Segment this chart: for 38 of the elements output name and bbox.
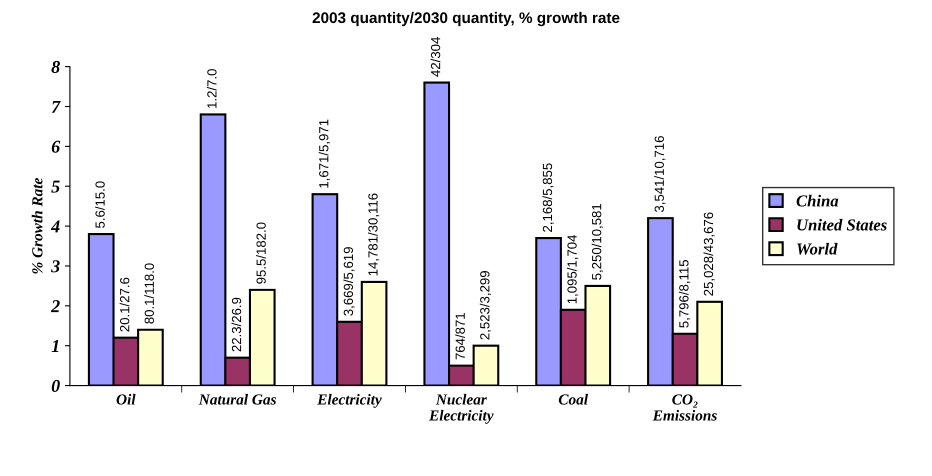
y-tick-label: 2 [50,300,60,312]
data-label: 1.2/7.0 [206,69,217,108]
y-tick-label: 3 [51,260,60,272]
data-label: 764/871 [455,313,465,360]
x-tick-label: Natural Gas [198,394,276,405]
y-tick-label: 1 [52,340,58,352]
x-tick-label: Nuclear Electricity [428,394,494,424]
y-tick-label: 4 [50,220,60,232]
data-label: 5,250/10,581 [592,204,603,280]
x-tick-label: Electricity [317,394,382,408]
x-tick-label: CO₂ Emissions [652,394,717,421]
data-label: 25,028/43,676 [703,212,715,296]
data-label: 1,671/5,971 [318,120,330,188]
data-label: 42/304 [430,37,440,77]
legend-label: United States [797,218,887,231]
data-label: 80.1/118.0 [144,263,154,324]
data-label: 2,168/5,855 [542,163,554,232]
y-tick-label: 6 [52,140,60,153]
data-label: 20.1/27.6 [120,278,130,332]
y-tick-label: 0 [52,380,60,392]
legend-label: China [796,194,838,207]
data-label: 3,669/5,619 [343,247,355,316]
data-label: 14,781/30,116 [368,194,380,276]
data-label: 95.5/182.0 [256,222,266,284]
y-axis-title: % Growth Rate [32,178,43,274]
y-tick-label: 5 [51,180,60,193]
data-label: 22.3/26.9 [232,298,242,352]
data-label: 5,796/8,115 [678,260,690,328]
y-tick-label: 7 [52,100,61,113]
data-label: 5.6/15.0 [95,181,105,228]
data-label: 1,095/1,704 [567,234,578,304]
legend-label: World [797,242,838,255]
data-label: 2,523/3,299 [480,271,492,340]
y-tick-label: 8 [51,60,60,74]
data-label: 3,541/10,716 [654,136,666,212]
chart-title: 2003 quantity/2030 quantity, % growth rate [312,12,620,26]
x-tick-label: Oil [116,394,136,405]
x-tick-label: Coal [558,394,588,405]
